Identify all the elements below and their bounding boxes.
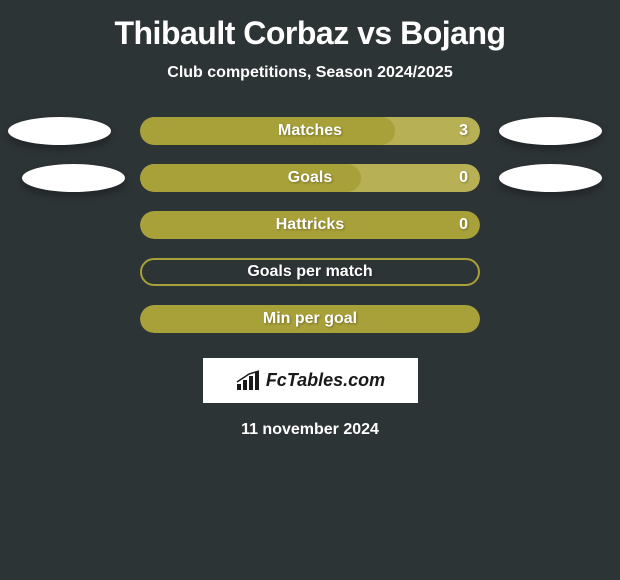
date-text: 11 november 2024 xyxy=(241,421,379,439)
player-oval-left xyxy=(22,164,125,192)
stat-bar: Goals 0 xyxy=(140,164,480,192)
player-oval-right xyxy=(499,164,602,192)
player-oval-left xyxy=(8,117,111,145)
player-oval-right xyxy=(499,117,602,145)
stat-row: Matches 3 xyxy=(0,117,620,145)
stat-value: 0 xyxy=(459,216,468,234)
stat-label: Goals xyxy=(288,169,332,187)
stats-area: Matches 3 Goals 0 Hattricks 0 Goals per match M… xyxy=(0,117,620,333)
stat-bar: Matches 3 xyxy=(140,117,480,145)
stat-label: Min per goal xyxy=(263,310,357,328)
stat-value: 3 xyxy=(459,122,468,140)
stat-row: Goals per match xyxy=(0,258,620,286)
subtitle: Club competitions, Season 2024/2025 xyxy=(167,64,452,82)
logo-text: FcTables.com xyxy=(266,370,385,391)
chart-icon xyxy=(235,370,261,392)
stat-row: Goals 0 xyxy=(0,164,620,192)
stat-row: Min per goal xyxy=(0,305,620,333)
bar-fill xyxy=(140,117,395,145)
stat-bar: Hattricks 0 xyxy=(140,211,480,239)
logo-box: FcTables.com xyxy=(203,358,418,403)
stat-bar: Goals per match xyxy=(140,258,480,286)
page-title: Thibault Corbaz vs Bojang xyxy=(114,15,505,52)
stat-value: 0 xyxy=(459,169,468,187)
stat-label: Goals per match xyxy=(247,263,372,281)
stat-label: Hattricks xyxy=(276,216,344,234)
stat-label: Matches xyxy=(278,122,342,140)
main-container: Thibault Corbaz vs Bojang Club competiti… xyxy=(0,0,620,449)
stat-row: Hattricks 0 xyxy=(0,211,620,239)
stat-bar: Min per goal xyxy=(140,305,480,333)
